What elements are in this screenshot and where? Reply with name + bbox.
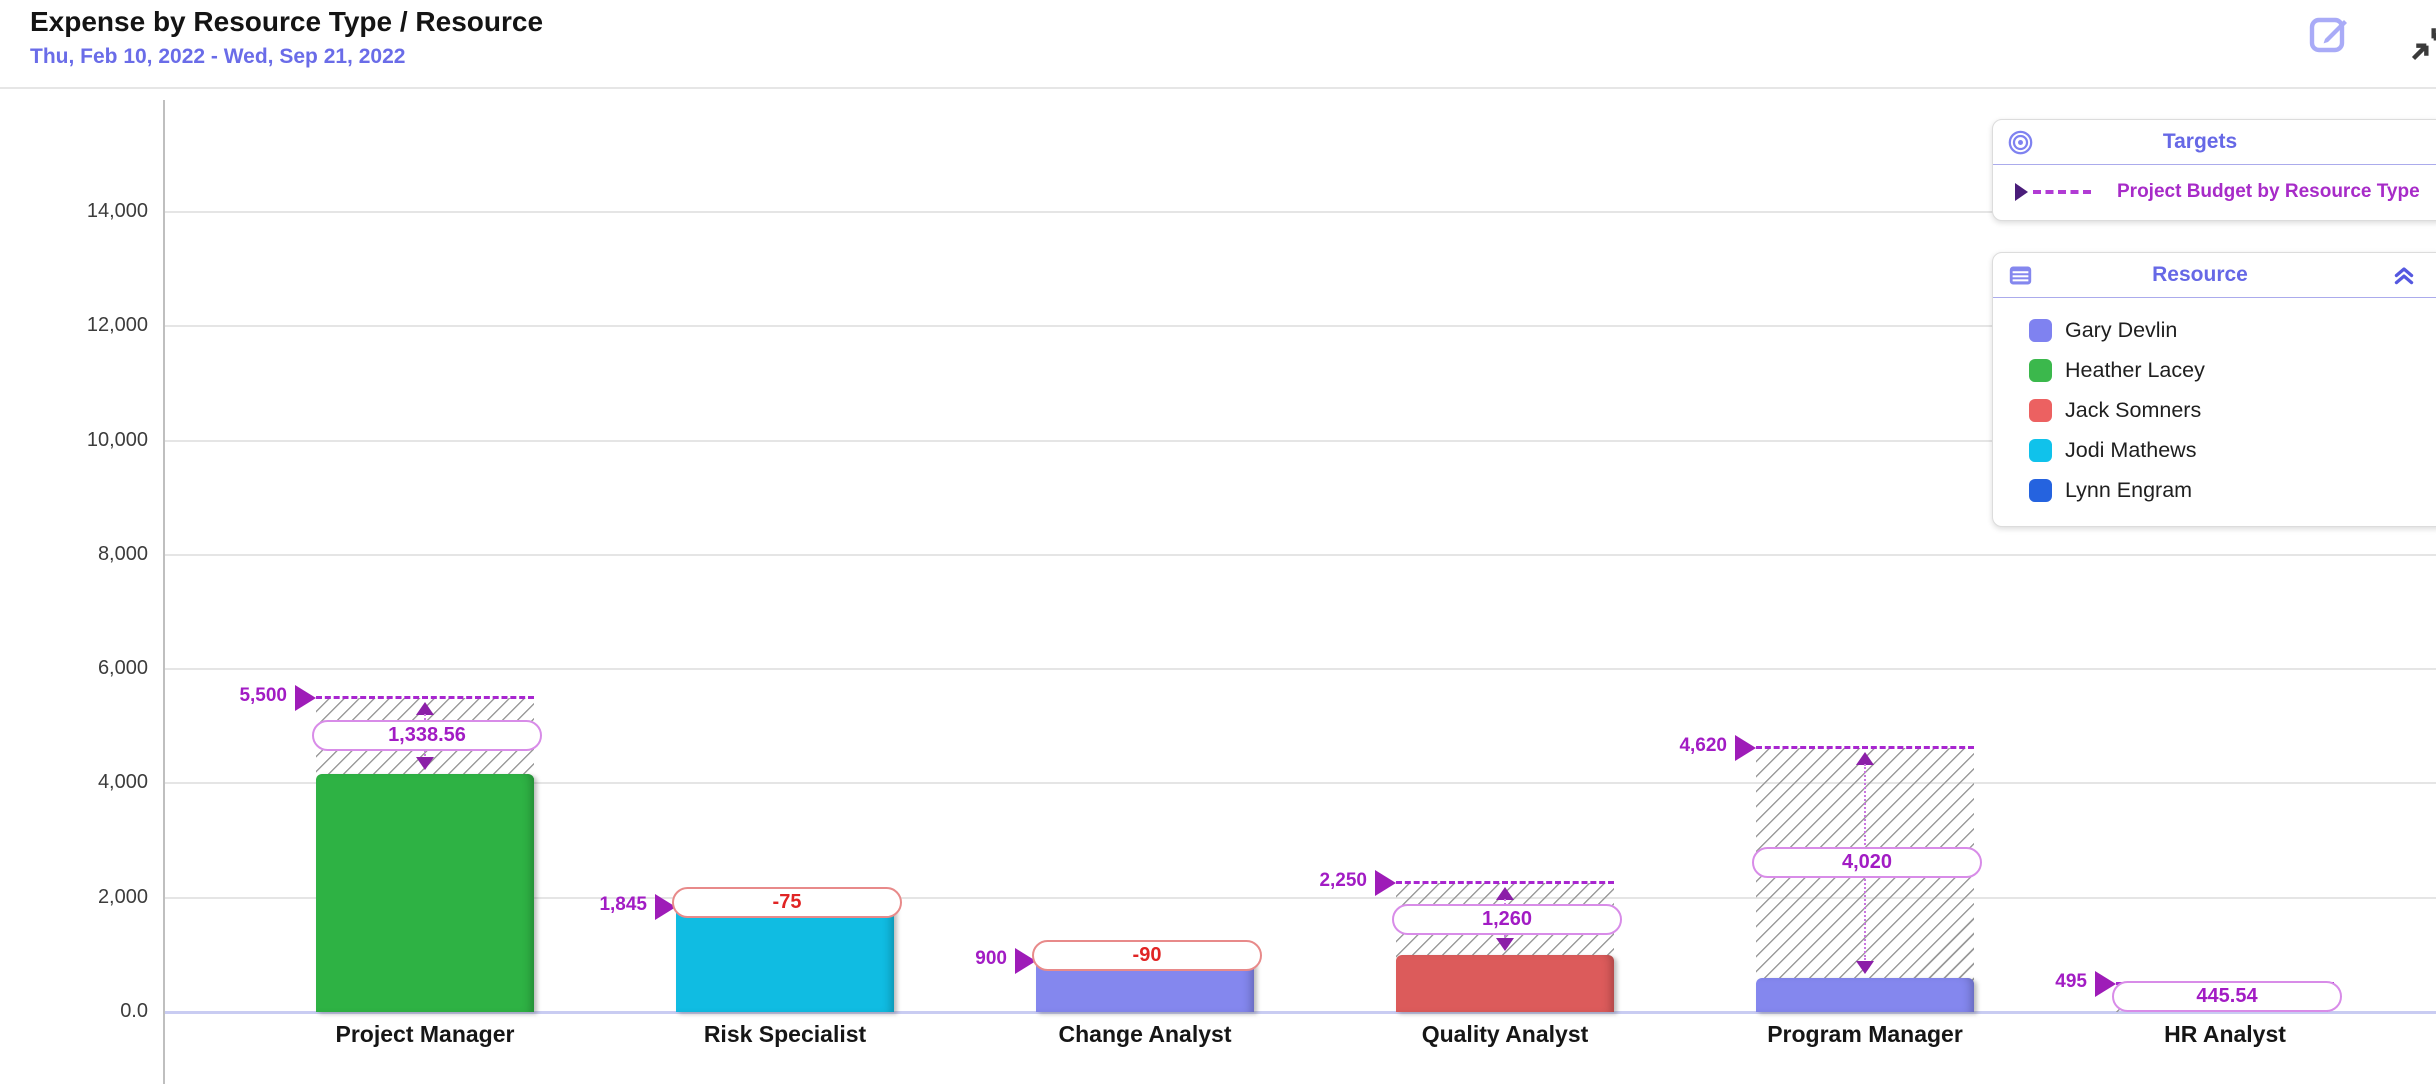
target-value-label: 5,500 <box>239 684 287 706</box>
bar-quality-analyst[interactable] <box>1396 955 1614 1012</box>
target-marker-icon <box>1375 870 1396 897</box>
gridline <box>165 211 2436 213</box>
resource-legend-item[interactable]: Lynn Engram <box>2029 470 2436 510</box>
resource-legend-list: Gary Devlin Heather Lacey Jack Somners Jodi… <box>1993 298 2436 524</box>
target-marker-icon <box>295 684 316 711</box>
gridline <box>165 782 2436 785</box>
x-axis-category-label: Project Manager <box>335 1021 515 1047</box>
variance-badge: 445.54 <box>2112 980 2342 1012</box>
y-axis-tick-label: 14,000 <box>86 200 148 222</box>
resource-legend-label: Heather Lacey <box>2065 357 2205 382</box>
x-axis-category-label: Risk Specialist <box>703 1021 867 1047</box>
x-axis-category-label: Program Manager <box>1767 1021 1963 1047</box>
target-line <box>316 695 534 699</box>
y-axis-tick-label: 4,000 <box>97 771 148 794</box>
x-axis-category-label: Quality Analyst <box>1421 1021 1589 1047</box>
page-title: Expense by Resource Type / Resource <box>30 6 544 37</box>
resource-panel-header: Resource <box>1993 253 2436 298</box>
resource-legend-item[interactable]: Gary Devlin <box>2029 310 2436 350</box>
target-line <box>1756 746 1974 749</box>
gridline <box>165 896 2436 899</box>
date-range[interactable]: Thu, Feb 10, 2022 - Wed, Sep 21, 2022 <box>30 45 406 68</box>
collapse-chevrons-icon[interactable] <box>2391 262 2417 288</box>
target-value-label: 4,620 <box>1679 735 1727 756</box>
target-marker-icon <box>2095 970 2116 997</box>
y-axis-tick-label: 2,000 <box>97 885 148 908</box>
y-axis-line <box>163 100 165 1084</box>
legend-color-swatch <box>2029 478 2052 502</box>
bar-program-manager[interactable] <box>1756 977 1974 1012</box>
targets-panel-title: Targets <box>2162 130 2238 153</box>
targets-legend-label: Project Budget by Resource Type <box>2117 181 2420 202</box>
target-dash-icon <box>2033 190 2091 194</box>
variance-arrow-up-icon <box>1496 887 1514 901</box>
targets-panel: Targets Project Budget by Resource Type <box>1992 119 2436 221</box>
target-marker-icon <box>1015 947 1036 974</box>
table-icon <box>2009 266 2032 284</box>
resource-legend-item[interactable]: Heather Lacey <box>2029 350 2436 390</box>
target-value-label: 1,845 <box>599 893 647 915</box>
variance-arrow-down-icon <box>416 757 434 771</box>
resource-panel-title: Resource <box>2152 263 2248 286</box>
target-marker-icon <box>655 893 676 920</box>
resource-legend-item[interactable]: Jack Somners <box>2029 390 2436 430</box>
gridline <box>165 668 2436 671</box>
bar-project-manager[interactable] <box>316 774 534 1012</box>
expand-icon[interactable] <box>2408 20 2436 64</box>
resource-legend-label: Jodi Mathews <box>2065 437 2197 462</box>
variance-badge: 1,338.56 <box>312 720 542 752</box>
x-axis-category-label: Change Analyst <box>1058 1021 1232 1047</box>
resource-legend-item[interactable]: Jodi Mathews <box>2029 430 2436 470</box>
target-value-label: 2,250 <box>1319 870 1367 892</box>
target-line <box>1396 881 1614 885</box>
y-axis-tick-label: 10,000 <box>86 428 148 451</box>
bar-risk-specialist[interactable] <box>676 902 894 1012</box>
variance-arrow-down-icon <box>1856 960 1874 974</box>
legend-color-swatch <box>2029 398 2052 422</box>
target-bullseye-icon <box>2008 130 2033 154</box>
edit-icon[interactable] <box>2306 10 2354 58</box>
y-axis-tick-label: 6,000 <box>97 657 148 680</box>
variance-arrow-up-icon <box>1856 752 1874 765</box>
variance-badge: -90 <box>1032 939 1262 971</box>
resource-legend-label: Jack Somners <box>2065 397 2202 422</box>
variance-badge: -75 <box>672 886 902 918</box>
legend-color-swatch <box>2029 318 2052 342</box>
resource-legend-label: Gary Devlin <box>2065 317 2178 342</box>
target-marker-icon <box>2015 183 2028 201</box>
y-axis-tick-label: 12,000 <box>86 314 148 337</box>
gridline <box>165 439 2436 442</box>
gridline <box>165 325 2436 328</box>
x-axis-baseline <box>165 1011 2436 1014</box>
gridline <box>165 553 2436 556</box>
targets-legend-item[interactable]: Project Budget by Resource Type <box>1993 165 2436 203</box>
variance-badge: 4,020 <box>1752 847 1982 879</box>
legend-color-swatch <box>2029 358 2052 382</box>
targets-panel-header: Targets <box>1993 120 2436 165</box>
variance-arrow-down-icon <box>1496 938 1514 952</box>
legend-color-swatch <box>2029 438 2052 462</box>
x-axis-category-label: HR Analyst <box>2164 1021 2286 1047</box>
resource-panel: Resource Gary Devlin Heather Lacey Jack So… <box>1992 252 2436 527</box>
target-marker-icon <box>1735 735 1756 761</box>
y-axis-tick-label: 0.0 <box>120 1000 148 1022</box>
target-value-label: 900 <box>975 947 1007 969</box>
resource-legend-label: Lynn Engram <box>2065 477 2193 502</box>
target-value-label: 495 <box>2055 970 2087 992</box>
header-divider <box>0 87 2436 89</box>
variance-arrow-up-icon <box>416 701 434 715</box>
targets-legend-list: Project Budget by Resource Type <box>1993 165 2436 203</box>
y-axis-tick-label: 8,000 <box>97 542 148 565</box>
variance-badge: 1,260 <box>1392 903 1622 935</box>
